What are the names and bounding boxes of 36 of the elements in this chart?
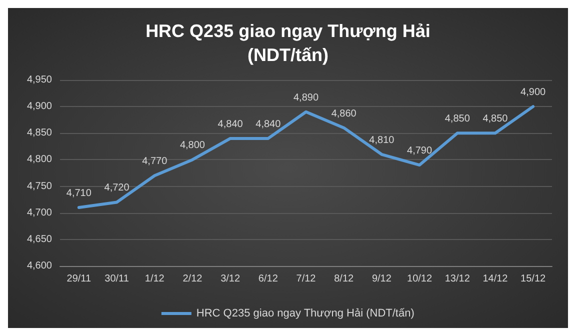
x-tick-label: 6/12 — [258, 274, 278, 284]
x-tick-label: 10/12 — [407, 274, 432, 284]
data-label: 4,840 — [218, 118, 244, 130]
data-label: 4,900 — [520, 87, 546, 98]
chart-title: HRC Q235 giao ngay Thượng Hải (NDT/tấn) — [146, 21, 430, 65]
x-tick-label: 13/12 — [444, 274, 470, 284]
x-tick-label: 2/12 — [182, 274, 203, 284]
data-label: 4,720 — [104, 182, 130, 194]
x-tick-label: 29/11 — [66, 274, 92, 284]
x-tick-label: 30/11 — [104, 274, 130, 284]
x-tick-label: 7/12 — [296, 274, 316, 284]
y-tick-label: 4,850 — [26, 128, 52, 139]
data-label: 4,860 — [331, 108, 357, 120]
y-tick-label: 4,700 — [26, 207, 52, 218]
data-label: 4,840 — [256, 118, 282, 130]
data-label: 4,810 — [369, 134, 395, 146]
data-label: 4,770 — [142, 156, 168, 168]
x-tick-label: 1/12 — [144, 274, 165, 284]
x-tick-label: 9/12 — [372, 274, 392, 284]
y-tick-label: 4,900 — [26, 101, 52, 112]
x-tick-label: 8/12 — [334, 274, 354, 284]
x-tick-label: 15/12 — [520, 274, 546, 284]
legend-label: HRC Q235 giao ngay Thượng Hải (NDT/tấn) — [196, 308, 414, 320]
data-label: 4,850 — [444, 114, 470, 125]
x-tick-label: 14/12 — [482, 274, 508, 284]
y-tick-label: 4,750 — [26, 180, 52, 192]
data-label: 4,800 — [180, 140, 206, 152]
y-tick-label: 4,950 — [26, 74, 52, 86]
y-tick-label: 4,800 — [26, 154, 52, 166]
data-label: 4,710 — [66, 188, 92, 200]
x-tick-label: 3/12 — [220, 274, 240, 284]
y-tick-label: 4,600 — [26, 260, 52, 272]
data-label: 4,790 — [407, 146, 432, 157]
data-label: 4,850 — [482, 114, 508, 125]
data-label: 4,890 — [293, 92, 319, 104]
y-tick-label: 4,650 — [26, 234, 52, 245]
